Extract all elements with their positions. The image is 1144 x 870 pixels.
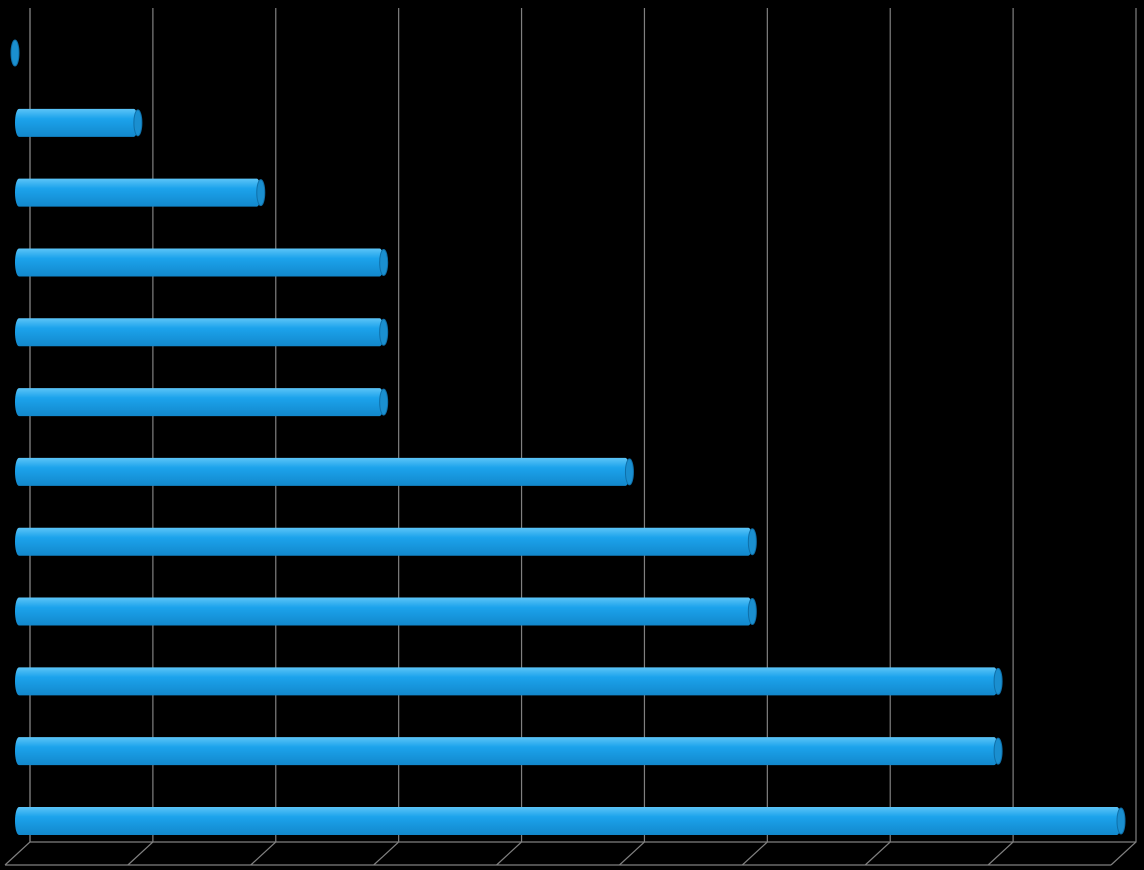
bar-cap xyxy=(133,109,143,137)
bar-body xyxy=(15,318,384,347)
bar-cap xyxy=(993,737,1003,765)
bar xyxy=(10,39,20,67)
bar-body xyxy=(15,737,999,766)
bar-cap xyxy=(747,528,757,556)
bar xyxy=(15,527,757,556)
bar-body xyxy=(15,108,138,137)
bar xyxy=(15,667,1003,696)
bar xyxy=(15,318,389,347)
bar-body xyxy=(15,597,753,626)
bar xyxy=(15,178,266,207)
bar-cap xyxy=(379,248,389,276)
bar xyxy=(15,457,634,486)
bar-body xyxy=(15,527,753,556)
grid-line xyxy=(496,8,523,866)
bar-cap xyxy=(1116,807,1126,835)
bar-cap xyxy=(10,39,20,67)
grid-line xyxy=(619,8,646,866)
grid-line xyxy=(250,8,277,866)
bar xyxy=(15,737,1003,766)
bar-body xyxy=(15,807,1121,835)
bar-cap xyxy=(747,598,757,626)
bar xyxy=(15,597,757,626)
grid-line xyxy=(373,8,400,866)
bar-body xyxy=(15,457,630,486)
bar xyxy=(15,108,143,137)
bar-body xyxy=(15,667,999,696)
bar xyxy=(15,807,1126,835)
bar-body xyxy=(15,388,384,417)
grid-line xyxy=(741,8,768,866)
bar-cap xyxy=(379,318,389,346)
bar-body xyxy=(15,248,384,277)
bar-body xyxy=(15,178,261,207)
grid-line xyxy=(864,8,891,866)
bar-cap xyxy=(624,458,634,486)
bar xyxy=(15,388,389,417)
bar xyxy=(15,248,389,277)
grid-line xyxy=(1110,8,1137,866)
bar-cap xyxy=(256,179,266,207)
bar-cap xyxy=(379,388,389,416)
bar-cap xyxy=(993,667,1003,695)
grid-line xyxy=(987,8,1014,866)
